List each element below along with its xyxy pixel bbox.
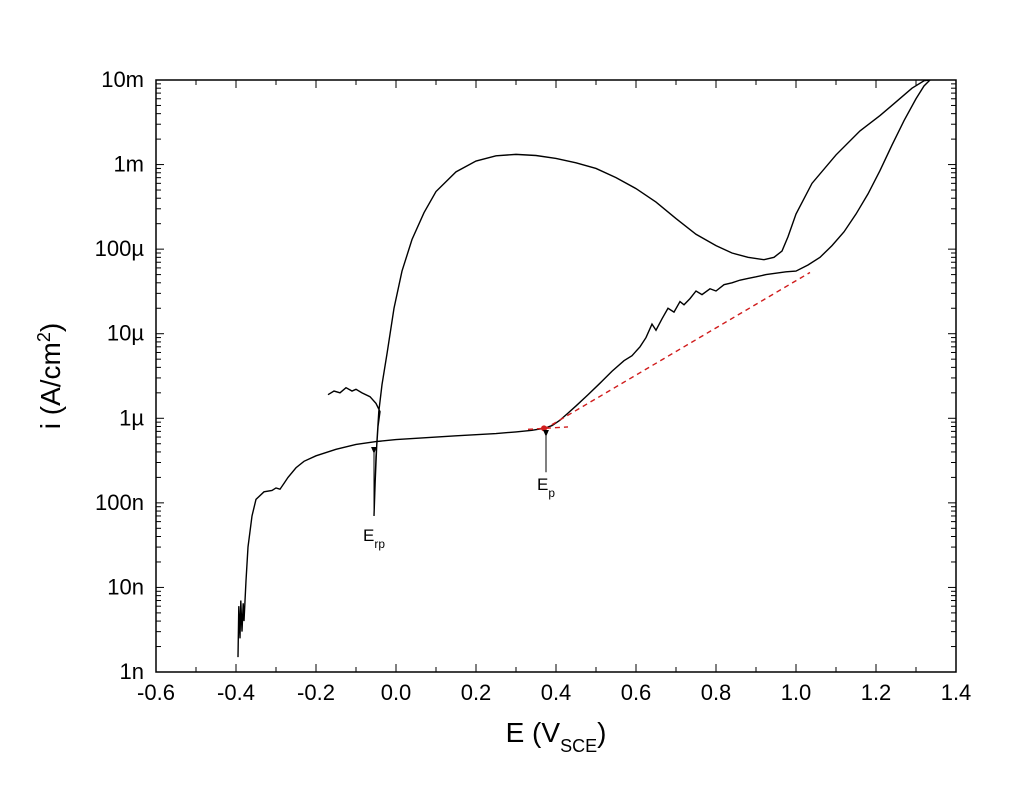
x-tick-label: 1.0 xyxy=(781,680,812,705)
y-tick-label: 1µ xyxy=(119,405,144,430)
y-tick-label: 1n xyxy=(120,659,144,684)
x-tick-label: 1.2 xyxy=(861,680,892,705)
y-tick-label: 100µ xyxy=(95,236,145,261)
ep-marker xyxy=(541,425,547,431)
x-tick-label: 0.8 xyxy=(701,680,732,705)
y-tick-label: 10µ xyxy=(107,321,144,346)
y-tick-label: 100n xyxy=(95,490,144,515)
y-tick-label: 10n xyxy=(107,574,144,599)
x-tick-label: 1.4 xyxy=(941,680,972,705)
x-tick-label: 0.6 xyxy=(621,680,652,705)
y-tick-label: 1m xyxy=(113,152,144,177)
x-tick-label: 0.4 xyxy=(541,680,572,705)
y-tick-label: 10m xyxy=(101,67,144,92)
x-tick-label: -0.2 xyxy=(297,680,335,705)
x-tick-label: -0.4 xyxy=(217,680,255,705)
polarization-chart: -0.6-0.4-0.20.00.20.40.60.81.01.21.41n10… xyxy=(0,0,1024,797)
x-tick-label: 0.2 xyxy=(461,680,492,705)
x-tick-label: 0.0 xyxy=(381,680,412,705)
